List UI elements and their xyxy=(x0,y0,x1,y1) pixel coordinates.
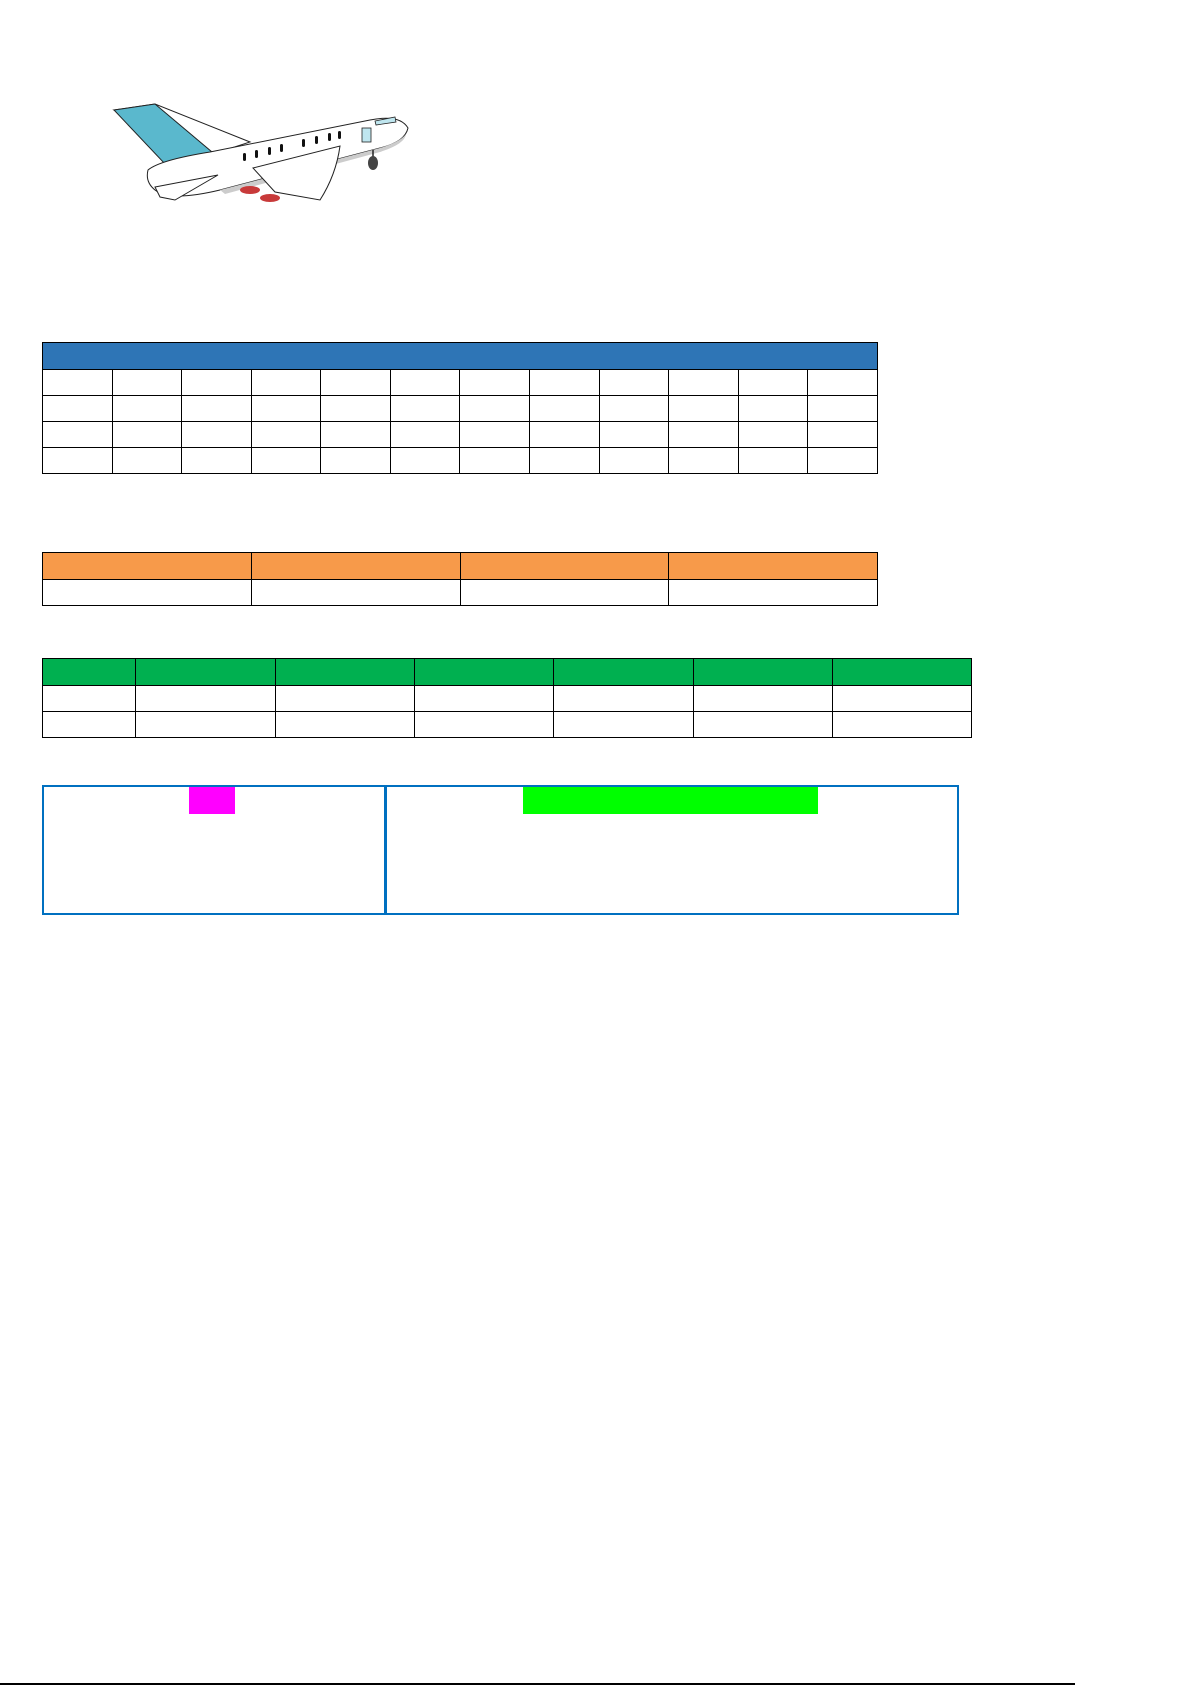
table-cell xyxy=(320,421,391,448)
table-cell xyxy=(389,421,461,448)
table-cell xyxy=(135,685,276,712)
table-cell xyxy=(320,395,391,422)
table-cell xyxy=(553,685,694,712)
table-cell xyxy=(737,395,809,422)
table-cell xyxy=(529,369,600,396)
table-cell xyxy=(668,395,739,422)
table-cell xyxy=(668,447,739,474)
table-cell xyxy=(42,685,136,712)
table-cell xyxy=(807,447,878,474)
table-cell xyxy=(459,552,670,580)
table-cell xyxy=(807,395,878,422)
table-cell xyxy=(250,552,461,580)
table-cell xyxy=(42,369,113,396)
table-cell xyxy=(598,395,670,422)
table-cell xyxy=(737,369,809,396)
table-cell xyxy=(737,421,809,448)
table-cell xyxy=(668,421,739,448)
table-cell xyxy=(693,685,833,712)
table-cell xyxy=(320,447,391,474)
table-cell xyxy=(459,579,670,606)
table-cell xyxy=(693,711,833,738)
table-cell xyxy=(275,711,415,738)
table-cell xyxy=(693,658,833,686)
table-cell xyxy=(111,369,183,396)
table-cell xyxy=(275,658,415,686)
table-cell xyxy=(598,421,670,448)
table-cell xyxy=(414,658,554,686)
table-cell xyxy=(389,447,461,474)
table-cell xyxy=(250,447,322,474)
table-cell xyxy=(181,421,252,448)
table-cell xyxy=(459,369,531,396)
table-cell xyxy=(111,421,183,448)
table-cell xyxy=(250,369,322,396)
table-cell xyxy=(135,711,276,738)
table-cell xyxy=(598,369,670,396)
table-green xyxy=(42,658,972,738)
table-cell xyxy=(832,658,972,686)
table-header-cell xyxy=(42,552,252,580)
footer-rule xyxy=(0,1683,1075,1685)
table-cell xyxy=(250,421,322,448)
airplane-illustration xyxy=(100,90,420,220)
two-column-box xyxy=(42,785,959,915)
table-cell xyxy=(459,421,531,448)
table-cell xyxy=(181,369,252,396)
table-cell xyxy=(320,369,391,396)
table-cell xyxy=(807,369,878,396)
table-cell xyxy=(389,395,461,422)
table-cell xyxy=(111,447,183,474)
column-divider xyxy=(384,787,387,913)
table-cell xyxy=(832,685,972,712)
table-cell xyxy=(598,447,670,474)
table-cell xyxy=(250,395,322,422)
table-cell xyxy=(832,711,972,738)
table-cell xyxy=(250,579,461,606)
highlight-right xyxy=(523,787,818,814)
table-cell xyxy=(553,658,694,686)
table-header xyxy=(42,342,878,370)
table-cell xyxy=(389,369,461,396)
table-cell xyxy=(668,369,739,396)
table-cell xyxy=(42,395,113,422)
table-cell xyxy=(42,579,252,606)
table-cell xyxy=(111,395,183,422)
highlight-left xyxy=(189,787,235,814)
table-cell xyxy=(553,711,694,738)
table-cell xyxy=(135,658,276,686)
table-cell xyxy=(414,711,554,738)
table-cell xyxy=(459,447,531,474)
table-cell xyxy=(181,447,252,474)
table-cell xyxy=(529,421,600,448)
table-cell xyxy=(529,395,600,422)
table-orange xyxy=(42,552,878,606)
table-blue xyxy=(42,342,878,474)
table-cell xyxy=(668,579,878,606)
table-cell xyxy=(42,447,113,474)
table-header-cell xyxy=(42,658,136,686)
table-cell xyxy=(42,711,136,738)
table-cell xyxy=(414,685,554,712)
table-cell xyxy=(668,552,878,580)
table-cell xyxy=(275,685,415,712)
table-cell xyxy=(459,395,531,422)
table-cell xyxy=(807,421,878,448)
table-cell xyxy=(529,447,600,474)
table-cell xyxy=(42,421,113,448)
table-cell xyxy=(737,447,809,474)
table-cell xyxy=(181,395,252,422)
